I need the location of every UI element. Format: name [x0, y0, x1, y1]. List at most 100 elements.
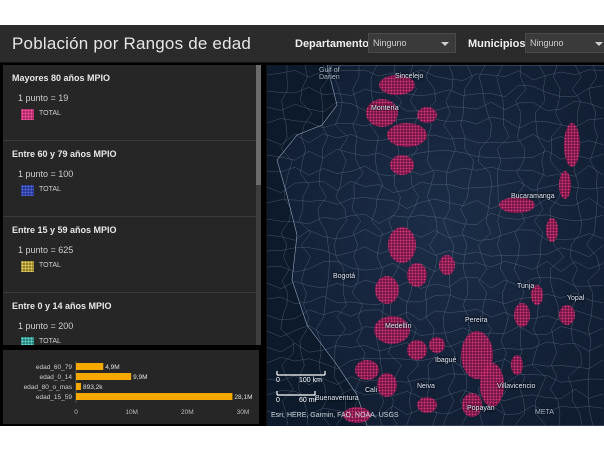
map-label-ibague: Ibagué: [435, 357, 457, 364]
map-label-pereira: Pereira: [465, 317, 488, 324]
chart-value-label: 28,1M: [234, 394, 252, 401]
legend-total-label: TOTAL: [39, 110, 61, 117]
chart-x-tick-label: 20M: [181, 409, 194, 416]
map-label-bogota: Bogotá: [333, 273, 356, 280]
dot-density-cluster: [480, 363, 504, 407]
map-label-cali: Cali: [365, 387, 378, 394]
chart-bar[interactable]: [76, 383, 81, 390]
app-header: Población por Rangos de edad Departament…: [0, 25, 604, 63]
map-label-tunja: Tunja: [517, 283, 535, 290]
map-label-neiva: Neiva: [417, 383, 435, 390]
dot-density-cluster: [417, 107, 437, 123]
dot-density-cluster: [377, 373, 397, 397]
map-canvas[interactable]: [267, 65, 604, 426]
map-label-bucaramanga: Bucaramanga: [511, 193, 555, 200]
dot-density-cluster: [417, 397, 437, 413]
scale-km-label: 100 km: [299, 377, 322, 384]
map-label-yopal: Yopal: [567, 295, 585, 302]
map-label-buenaventura: Buenaventura: [315, 395, 359, 402]
legend-dot-value: 1 punto = 625: [18, 245, 74, 255]
legend-scrollbar[interactable]: [256, 65, 261, 345]
map-view[interactable]: Gulf of Darien Sincelejo Montería Bucara…: [266, 65, 604, 426]
chart-category-label: edad_0_14: [39, 374, 72, 381]
chart-category-label: edad_15_59: [36, 394, 73, 401]
chart-bar[interactable]: [76, 373, 132, 380]
legend-section-title: Mayores 80 años MPIO: [12, 73, 111, 83]
dot-density-cluster: [514, 303, 530, 327]
dot-density-cluster: [511, 355, 523, 375]
land-area: [276, 65, 604, 426]
chart-bar[interactable]: [76, 393, 233, 400]
legend-total-label: TOTAL: [39, 186, 61, 193]
scale-km-zero: 0: [276, 377, 280, 384]
dot-density-cluster: [559, 305, 575, 325]
dot-density-layer: [343, 75, 580, 423]
chart-value-label: 9,9M: [133, 374, 147, 381]
dot-density-cluster: [387, 123, 427, 147]
dot-density-cluster: [343, 407, 371, 423]
dot-density-cluster: [407, 340, 427, 360]
legend-section-title: Entre 0 y 14 años MPIO: [12, 301, 112, 311]
legend-dot-value: 1 punto = 19: [18, 93, 69, 103]
chart-value-label: 893,2k: [83, 384, 103, 391]
chart-x-tick-label: 10M: [125, 409, 138, 416]
map-label-sincelejo: Sincelejo: [395, 73, 424, 80]
chart-category-label: edad_60_79: [36, 364, 73, 371]
chart-bar[interactable]: [76, 363, 104, 370]
dot-density-cluster: [564, 123, 580, 167]
dot-density-cluster: [374, 316, 410, 344]
municipios-select-value: Ninguno: [530, 38, 564, 48]
dot-density-cluster: [366, 99, 398, 127]
dot-density-swatch-icon: [21, 337, 34, 345]
dot-density-cluster: [407, 263, 427, 287]
map-scale-bar: 0 100 km 0 60 mi: [275, 365, 345, 411]
map-label-villavicencio: Villavicencio: [497, 383, 536, 390]
dot-density-cluster: [559, 171, 571, 199]
page-title: Población por Rangos de edad: [12, 34, 252, 53]
municipios-label: Municipios: [468, 38, 526, 50]
municipios-select[interactable]: Ninguno: [525, 33, 604, 53]
dashboard-app: Población por Rangos de edad Departament…: [0, 25, 604, 426]
age-range-bar-chart: edad_60_79 4,9M edad_0_14 9,9M edad_80_o_mas…: [3, 350, 259, 424]
legend-scrollbar-thumb[interactable]: [256, 65, 261, 185]
legend-section-0-14: Entre 0 y 14 años MPIO 1 punto = 200 TOT…: [3, 293, 259, 345]
map-label-gulf: Gulf of Darien: [319, 67, 340, 81]
legend-section-title: Entre 60 y 79 años MPIO: [12, 149, 117, 159]
chart-value-label: 4,9M: [105, 364, 119, 371]
map-label-popayan: Popayán: [467, 405, 495, 412]
legend-section-60-79: Entre 60 y 79 años MPIO 1 punto = 100 TO…: [3, 141, 259, 217]
dot-density-swatch-icon: [21, 185, 34, 196]
dot-density-cluster: [461, 331, 493, 379]
legend-section-title: Entre 15 y 59 años MPIO: [12, 225, 117, 235]
chart-x-tick-label: 30M: [237, 409, 250, 416]
dot-density-cluster: [355, 360, 379, 380]
dot-density-cluster: [499, 197, 535, 213]
legend-total-label: TOTAL: [39, 338, 61, 345]
map-attribution: Esri, HERE, Garmin, FAO, NOAA, USGS: [271, 412, 399, 419]
chevron-down-icon: [595, 42, 603, 46]
dot-density-cluster: [429, 337, 445, 353]
dot-density-cluster: [439, 255, 455, 275]
dot-density-cluster: [390, 155, 414, 175]
dot-density-cluster: [388, 227, 416, 263]
scale-mi-zero: 0: [276, 397, 280, 404]
dot-density-cluster: [375, 276, 399, 304]
chart-x-tick-label: 0: [74, 409, 78, 416]
dot-density-swatch-icon: [21, 109, 34, 120]
dot-density-cluster: [531, 285, 543, 305]
bar-chart-svg: edad_60_79 4,9M edad_0_14 9,9M edad_80_o_mas…: [24, 361, 253, 416]
scale-mi-label: 60 mi: [299, 397, 317, 404]
chevron-down-icon: [441, 42, 449, 46]
legend-section-80-plus: Mayores 80 años MPIO 1 punto = 19 TOTAL: [3, 65, 259, 141]
map-label-monteria: Montería: [371, 105, 399, 112]
dot-density-cluster: [379, 75, 415, 95]
dot-density-cluster: [462, 393, 482, 417]
legend-dot-value: 1 punto = 100: [18, 169, 74, 179]
chart-category-label: edad_80_o_mas: [24, 384, 73, 391]
departamento-label: Departamento: [295, 38, 369, 50]
map-label-meta: META: [535, 409, 554, 416]
departamento-select[interactable]: Ninguno: [368, 33, 456, 53]
departamento-select-value: Ninguno: [373, 38, 407, 48]
legend-panel: Mayores 80 años MPIO 1 punto = 19 TOTAL …: [3, 65, 259, 345]
legend-total-label: TOTAL: [39, 262, 61, 269]
